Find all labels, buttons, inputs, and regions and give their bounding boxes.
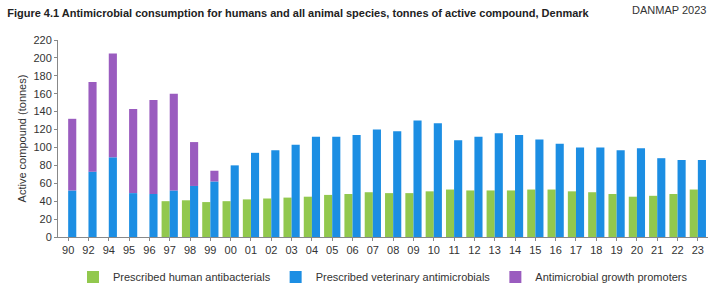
svg-text:05: 05: [326, 244, 338, 256]
svg-text:94: 94: [103, 244, 115, 256]
svg-text:14: 14: [509, 244, 521, 256]
svg-text:96: 96: [143, 244, 155, 256]
svg-text:17: 17: [570, 244, 582, 256]
svg-text:12: 12: [468, 244, 480, 256]
svg-text:11: 11: [448, 244, 459, 256]
svg-text:90: 90: [62, 244, 74, 256]
svg-text:Prescribed veterinary antimicr: Prescribed veterinary antimicrobials: [316, 271, 491, 283]
svg-text:13: 13: [489, 244, 501, 256]
svg-text:01: 01: [245, 244, 257, 256]
svg-text:97: 97: [164, 244, 176, 256]
svg-text:180: 180: [33, 70, 51, 82]
svg-text:10: 10: [428, 244, 440, 256]
svg-text:06: 06: [346, 244, 358, 256]
svg-text:21: 21: [651, 244, 663, 256]
svg-text:Prescribed human antibacterial: Prescribed human antibacterials: [113, 271, 271, 283]
svg-text:160: 160: [33, 88, 51, 100]
svg-text:16: 16: [550, 244, 562, 256]
svg-text:100: 100: [33, 141, 51, 153]
svg-text:140: 140: [33, 105, 51, 117]
svg-text:18: 18: [590, 244, 602, 256]
svg-text:220: 220: [33, 34, 51, 46]
svg-text:60: 60: [40, 177, 52, 189]
svg-text:00: 00: [225, 244, 237, 256]
svg-text:0: 0: [46, 231, 52, 243]
svg-text:08: 08: [387, 244, 399, 256]
svg-text:40: 40: [40, 195, 52, 207]
svg-text:200: 200: [33, 52, 51, 64]
svg-text:04: 04: [306, 244, 318, 256]
svg-text:22: 22: [671, 244, 683, 256]
svg-text:98: 98: [184, 244, 196, 256]
svg-text:20: 20: [631, 244, 643, 256]
svg-text:Active compound (tonnes): Active compound (tonnes): [16, 75, 28, 203]
svg-text:09: 09: [407, 244, 419, 256]
svg-text:03: 03: [285, 244, 297, 256]
svg-text:20: 20: [40, 213, 52, 225]
svg-text:DANMAP 2023: DANMAP 2023: [632, 4, 706, 16]
svg-text:Antimicrobial growth promoters: Antimicrobial growth promoters: [535, 271, 687, 283]
svg-text:80: 80: [40, 159, 52, 171]
svg-text:99: 99: [204, 244, 216, 256]
svg-text:02: 02: [265, 244, 277, 256]
svg-text:15: 15: [529, 244, 541, 256]
svg-text:120: 120: [33, 123, 51, 135]
svg-text:07: 07: [367, 244, 379, 256]
svg-text:19: 19: [610, 244, 622, 256]
svg-text:Figure 4.1 Antimicrobial consu: Figure 4.1 Antimicrobial consumption for…: [7, 7, 589, 19]
svg-text:95: 95: [123, 244, 135, 256]
svg-text:23: 23: [692, 244, 704, 256]
svg-text:92: 92: [82, 244, 94, 256]
